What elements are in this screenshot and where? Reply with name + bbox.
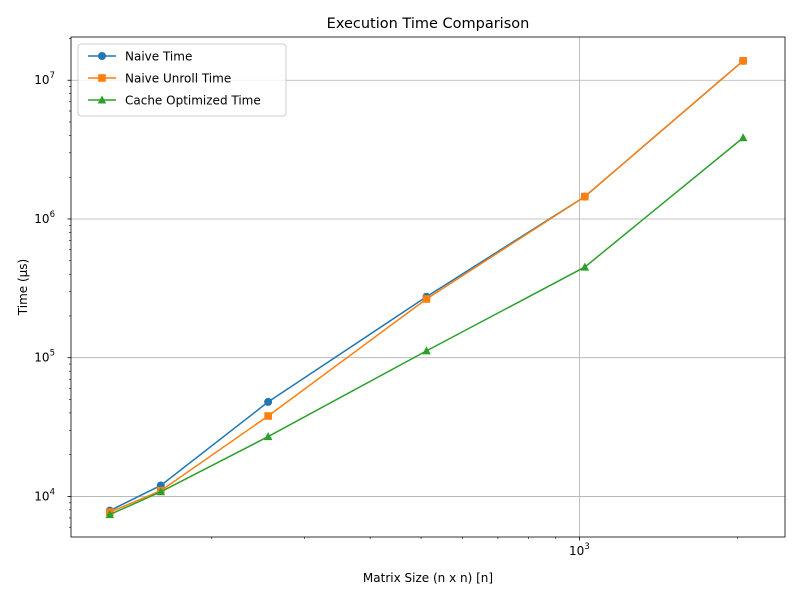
series-2-point-3 bbox=[422, 346, 431, 355]
legend-label-2: Cache Optimized Time bbox=[125, 94, 261, 108]
series-line-1 bbox=[109, 60, 744, 513]
y-tick-label-3: 107 bbox=[34, 71, 55, 87]
y-axis-label: Time (µs) bbox=[16, 259, 30, 316]
series-1-point-5 bbox=[739, 57, 747, 65]
legend-label-0: Naive Time bbox=[125, 50, 192, 64]
legend: Naive Time Naive Unroll Time Cache Optimiz… bbox=[77, 43, 287, 117]
legend-label-1: Naive Unroll Time bbox=[125, 72, 231, 86]
y-tick-label-2: 106 bbox=[34, 210, 55, 226]
legend-marker-2 bbox=[97, 95, 107, 104]
series-2-point-5 bbox=[738, 133, 748, 142]
series-1-point-4 bbox=[581, 192, 589, 201]
plot-area: 103 104 105 106 107 bbox=[34, 36, 786, 558]
series-2-point-4 bbox=[580, 262, 590, 271]
series-2-point-0 bbox=[105, 510, 115, 519]
legend-marker-0 bbox=[98, 52, 106, 60]
x-tick-label-0: 103 bbox=[569, 542, 590, 558]
chart-title: Execution Time Comparison bbox=[327, 16, 530, 32]
series-1-point-2 bbox=[264, 412, 272, 420]
legend-frame bbox=[77, 43, 287, 117]
y-tick-label-1: 105 bbox=[34, 349, 55, 365]
x-axis-label: Matrix Size (n x n) [n] bbox=[363, 571, 493, 585]
legend-marker-1 bbox=[98, 74, 106, 82]
series-2-point-1 bbox=[156, 487, 166, 496]
series-2-point-2 bbox=[263, 432, 273, 441]
series-1-point-3 bbox=[422, 295, 431, 303]
series-line-2 bbox=[109, 137, 744, 516]
series-0-point-2 bbox=[264, 397, 273, 406]
series-line-0 bbox=[109, 60, 744, 512]
y-tick-label-0: 104 bbox=[34, 487, 55, 503]
plot-frame bbox=[70, 36, 786, 538]
